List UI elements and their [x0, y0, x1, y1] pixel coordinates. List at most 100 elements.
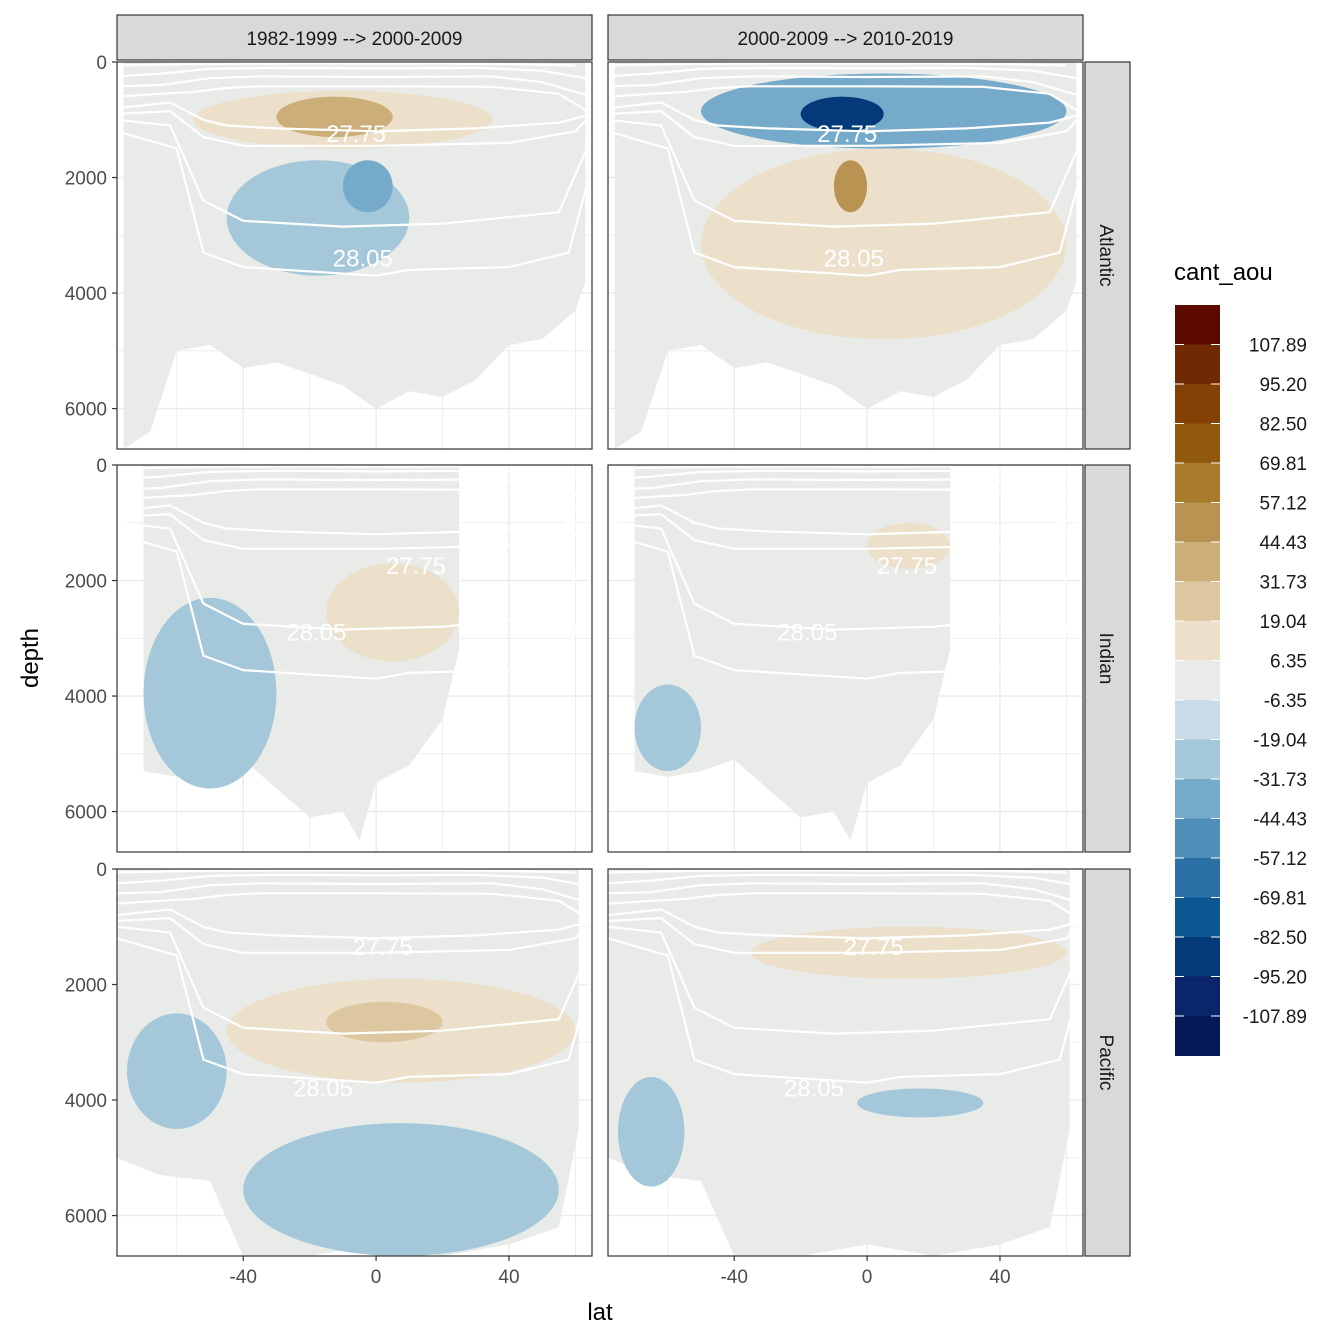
- panel-indian-2: 27.75 28.05: [607, 464, 1084, 853]
- isopycnal-contour: [608, 869, 1067, 874]
- y-tick-label: 0: [96, 456, 107, 477]
- y-tick-label: 4000: [65, 284, 107, 305]
- anomaly-patch: [634, 684, 702, 772]
- legend-label: 6.35: [1270, 652, 1307, 673]
- isopycnal-contour: [608, 916, 1083, 954]
- legend-swatch: [1175, 858, 1220, 898]
- isopycnal-contour: [608, 512, 1083, 550]
- panel-border: [607, 464, 1084, 853]
- anomaly-patch: [800, 96, 884, 132]
- legend-swatch: [1175, 976, 1220, 1017]
- y-tick-label: 2000: [65, 572, 107, 593]
- legend-swatch: [1175, 463, 1220, 503]
- x-tick-label: -40: [720, 1267, 747, 1288]
- legend-label: 82.50: [1259, 415, 1307, 436]
- isopycnal-contour: [117, 521, 592, 631]
- isopycnal-contour: [117, 533, 592, 680]
- isopycnal-contour: [117, 62, 576, 67]
- isopycnal-contour: [608, 469, 1083, 484]
- isopycnal-contour: [608, 504, 1083, 536]
- anomaly-patch: [143, 597, 277, 789]
- row-strips: Atlantic Indian Pacific: [1084, 61, 1131, 1257]
- isopycnal-contour: [608, 130, 1083, 277]
- panel-pacific-1: 27.75 28.05: [116, 868, 593, 1257]
- anomaly-patch: [857, 1088, 984, 1118]
- isopycnal-contour: [608, 101, 1083, 133]
- isopycnal-contour: [117, 869, 576, 874]
- isopycnal-contour: [608, 465, 1067, 470]
- anomaly-patch: [701, 73, 1067, 149]
- strip-label-row-1: Atlantic: [1095, 224, 1116, 286]
- strip-box-col-2: [607, 14, 1084, 61]
- contour-label: 27.75: [386, 553, 446, 580]
- legend-label: -6.35: [1264, 691, 1307, 712]
- isopycnal-contour: [608, 62, 1067, 67]
- contour-label: 28.05: [784, 1075, 844, 1102]
- isopycnal-contour: [117, 925, 592, 1035]
- panel-field: 27.75 28.05: [117, 869, 592, 1256]
- panel-border: [116, 464, 593, 853]
- panel-border: [607, 61, 1084, 450]
- anomaly-patch: [833, 160, 868, 213]
- isopycnal-contour: [608, 873, 1083, 888]
- strip-box-col-1: [116, 14, 593, 61]
- isopycnal-contour: [117, 469, 592, 484]
- panel-field: 27.75 28.05: [608, 62, 1083, 449]
- isopycnal-contour: [117, 465, 576, 470]
- isopycnal-contour: [117, 873, 592, 888]
- legend-swatch: [1175, 621, 1220, 661]
- panel-field: 27.75 28.05: [608, 465, 1083, 841]
- legend-label: -82.50: [1253, 928, 1307, 949]
- panel-atlantic-1: 27.75 28.05: [116, 61, 593, 450]
- isopycnal-contour: [608, 521, 1083, 631]
- contour-label: 28.05: [777, 620, 837, 647]
- contour-label: 27.75: [877, 553, 937, 580]
- legend-swatch: [1175, 897, 1220, 938]
- x-tick-label: -40: [229, 1267, 256, 1288]
- isopycnal-contour: [608, 66, 1083, 81]
- isopycnal-contour: [117, 118, 592, 228]
- legend-swatch: [1175, 542, 1220, 582]
- isopycnal-contour: [117, 75, 592, 98]
- isopycnal-contour: [608, 533, 1083, 680]
- y-tick-label: 6000: [65, 803, 107, 824]
- legend-label: 31.73: [1259, 573, 1307, 594]
- legend-title: cant_aou: [1174, 259, 1273, 286]
- contour-label: 27.75: [326, 121, 386, 148]
- anomaly-patch: [326, 563, 460, 662]
- x-tick-label: 40: [498, 1267, 519, 1288]
- panel-border: [116, 868, 593, 1257]
- anomaly-patch: [617, 1076, 685, 1187]
- legend-label: 19.04: [1259, 612, 1307, 633]
- x-tick-label: 40: [989, 1267, 1010, 1288]
- legend: cant_aou 107.89 95.20 82.50 69.81 57.12 44.43…: [1174, 259, 1307, 1056]
- strip-box-row-1: [1084, 61, 1131, 450]
- anomaly-patch: [276, 96, 393, 138]
- panel-field: 27.75 28.05: [117, 62, 592, 449]
- x-tick-label: 0: [862, 1267, 873, 1288]
- isopycnal-contour: [117, 101, 592, 133]
- anomaly-patch: [243, 1123, 559, 1256]
- legend-label: -31.73: [1253, 770, 1307, 791]
- isopycnal-contour: [608, 925, 1083, 1035]
- contour-label: 28.05: [333, 245, 393, 272]
- y-tick-label: 4000: [65, 687, 107, 708]
- legend-label: -57.12: [1253, 849, 1307, 870]
- isopycnal-contour: [117, 488, 592, 518]
- y-tick-label: 2000: [65, 976, 107, 997]
- panel-field: 27.75 28.05: [117, 465, 592, 841]
- strip-label-row-2: Indian: [1095, 633, 1116, 685]
- y-tick-label: 6000: [65, 1207, 107, 1228]
- x-tick-label: 0: [371, 1267, 382, 1288]
- legend-label: 57.12: [1259, 494, 1307, 515]
- isopycnal-contour: [608, 109, 1083, 147]
- strip-label-col-1: 1982-1999 --> 2000-2009: [246, 29, 462, 50]
- legend-label: 107.89: [1249, 336, 1307, 357]
- strip-label-col-2: 2000-2009 --> 2010-2019: [737, 29, 953, 50]
- axes-layer: 020004000600002000400060000200040006000-…: [65, 53, 1011, 1288]
- panel-border: [116, 61, 593, 450]
- isopycnal-contour: [117, 109, 592, 147]
- legend-label: 44.43: [1259, 533, 1307, 554]
- isopycnal-contour: [117, 908, 592, 940]
- y-tick-label: 0: [96, 860, 107, 881]
